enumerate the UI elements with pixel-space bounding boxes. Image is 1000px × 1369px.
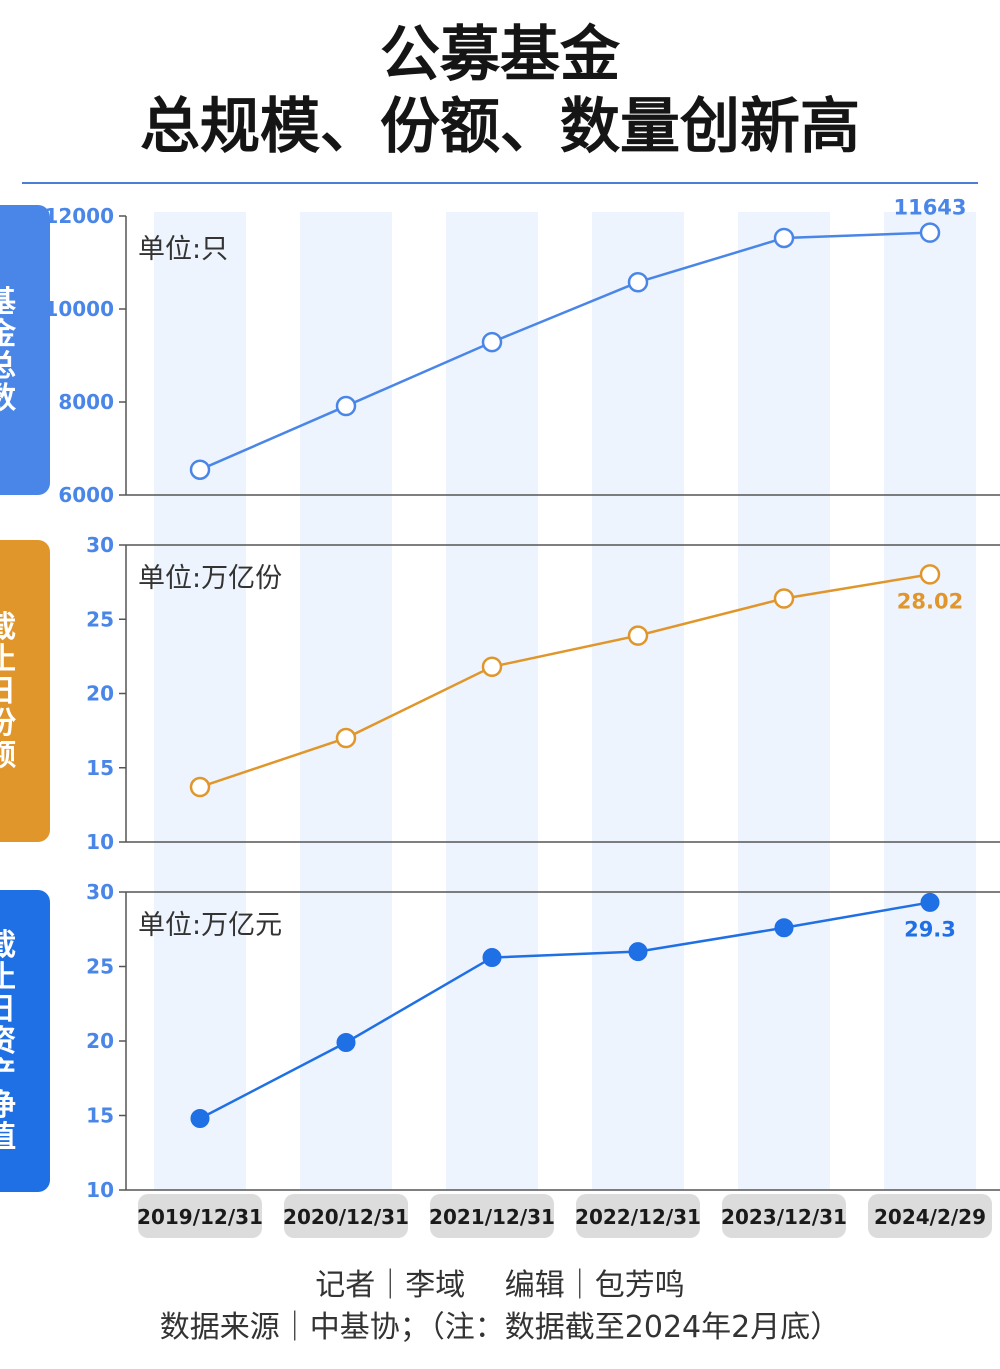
panel-label-bg xyxy=(0,205,50,495)
data-point-6 xyxy=(919,564,941,585)
column-band-5 xyxy=(738,212,830,1190)
data-point-5 xyxy=(774,918,794,938)
data-point-1 xyxy=(189,776,211,798)
data-point-4 xyxy=(628,942,648,962)
y-tick-label: 10 xyxy=(86,1178,114,1202)
credits-line1: 记者｜李域 编辑｜包芳鸣 xyxy=(315,1268,685,1303)
data-point-3 xyxy=(481,331,503,353)
y-tick-label: 15 xyxy=(86,1104,114,1128)
category-label-4: 2022/12/31 xyxy=(575,1205,701,1229)
unit-label: 单位:只 xyxy=(138,234,228,265)
title-divider xyxy=(22,182,978,184)
data-point-1 xyxy=(190,1108,210,1128)
credits-line2: 数据来源｜中基协；（注：数据截至2024年2月底） xyxy=(159,1310,841,1345)
data-label: 29.3 xyxy=(904,917,956,941)
panel-label: 基金总数 xyxy=(0,285,17,416)
data-point-5 xyxy=(773,588,795,609)
data-point-6 xyxy=(920,892,940,912)
y-tick-label: 10 xyxy=(86,830,114,854)
data-point-2 xyxy=(336,1032,356,1052)
y-tick-label: 8000 xyxy=(58,390,114,414)
category-bg-3 xyxy=(430,1194,554,1238)
y-tick-label: 25 xyxy=(86,955,114,979)
data-point-4 xyxy=(627,271,649,293)
panel-label: 截止日份额 xyxy=(0,610,16,773)
series-line xyxy=(199,573,931,789)
category-bg-5 xyxy=(722,1194,846,1238)
series-line xyxy=(199,231,931,471)
data-label: 28.02 xyxy=(897,589,963,613)
category-bg-4 xyxy=(576,1194,700,1238)
column-band-1 xyxy=(154,212,246,1190)
panels: 基金总数 12000 10000 8000 6000 单位:只 11643 截止日份额 30 25… xyxy=(0,196,1000,1202)
data-point-2 xyxy=(335,727,357,749)
column-bands xyxy=(154,212,976,1190)
data-point-1 xyxy=(189,459,211,480)
panel-3: 截止日资产净值 30 25 20 15 10 单位:万亿元 29.3 xyxy=(0,880,1000,1202)
y-tick-label: 20 xyxy=(86,682,114,706)
y-tick-label: 25 xyxy=(86,607,114,631)
chart-title-line1: 公募基金 xyxy=(380,20,620,90)
category-bg-1 xyxy=(138,1194,262,1238)
unit-label: 单位:万亿份 xyxy=(138,563,282,594)
panel-2: 截止日份额 30 25 20 15 10 单位:万亿份 28.02 xyxy=(0,533,1000,854)
panel-label: 截止日资产净值 xyxy=(0,928,16,1155)
y-tick-label: 6000 xyxy=(58,483,114,507)
y-tick-label: 30 xyxy=(86,880,114,904)
unit-label: 单位:万亿元 xyxy=(138,910,282,941)
panel-label-bg xyxy=(0,540,50,842)
y-tick-label: 15 xyxy=(86,756,114,780)
data-point-6 xyxy=(919,222,941,243)
column-band-6 xyxy=(884,212,976,1190)
panel-label-bg xyxy=(0,890,50,1192)
y-tick-label: 20 xyxy=(86,1029,114,1053)
chart-title-line2: 总规模、份额、数量创新高 xyxy=(140,92,860,162)
series-line xyxy=(199,901,931,1120)
data-point-3 xyxy=(481,656,503,678)
column-band-3 xyxy=(446,212,538,1190)
y-tick-label: 10000 xyxy=(44,297,114,321)
column-band-2 xyxy=(300,212,392,1190)
category-label-3: 2021/12/31 xyxy=(429,1205,555,1229)
category-label-6: 2024/2/29 xyxy=(874,1205,986,1229)
y-tick-label: 30 xyxy=(86,533,114,557)
data-point-4 xyxy=(627,625,649,646)
category-bg-6 xyxy=(868,1194,992,1238)
data-point-2 xyxy=(335,395,357,417)
category-bg-2 xyxy=(284,1194,408,1238)
data-point-3 xyxy=(482,948,502,968)
y-tick-label: 12000 xyxy=(44,204,114,228)
panel-1: 基金总数 12000 10000 8000 6000 单位:只 11643 xyxy=(0,196,1000,507)
category-label-5: 2023/12/31 xyxy=(721,1205,847,1229)
column-band-4 xyxy=(592,212,684,1190)
data-label: 11643 xyxy=(893,196,966,220)
category-label-2: 2020/12/31 xyxy=(283,1205,409,1229)
category-label-1: 2019/12/31 xyxy=(137,1205,263,1229)
category-axis: 2019/12/31 2020/12/31 2021/12/31 2022/12/31… xyxy=(137,1194,992,1238)
data-point-5 xyxy=(773,227,795,249)
